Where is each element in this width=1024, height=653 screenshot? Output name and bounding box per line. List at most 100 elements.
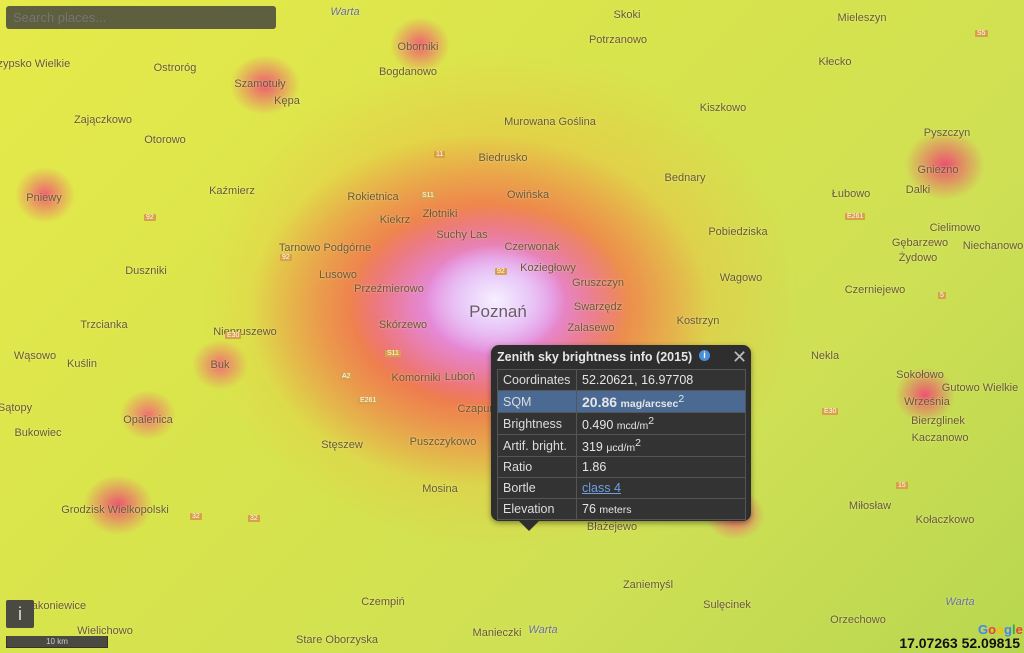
place-label: Poznań (469, 302, 527, 321)
table-row: SQM 20.86 mag/arcsec2 (497, 389, 746, 414)
row-label: Artif. bright. (497, 434, 577, 458)
road-number-badge: A2 (340, 373, 353, 380)
place-label: Suchy Las (436, 229, 488, 241)
place-label: Stęszew (321, 439, 363, 451)
road-number-badge: 32 (190, 513, 202, 520)
place-label: Kaźmierz (209, 185, 255, 197)
close-icon[interactable]: ✕ (732, 347, 748, 367)
place-label: Gruszczyn (572, 277, 624, 289)
place-label: Pyszczyn (923, 127, 971, 139)
road-number-badge: 15 (896, 482, 908, 489)
place-label: Zalasewo (567, 322, 615, 334)
info-button[interactable]: i (6, 600, 34, 628)
table-row: Elevation 76 meters (497, 498, 746, 521)
place-label: Niepruszewo (213, 326, 277, 338)
place-label: Murowana Goślina (504, 116, 596, 128)
place-label: Czerwonak (504, 241, 560, 253)
place-label: Manieczki (472, 627, 522, 639)
place-label: Cielimowo (929, 222, 981, 234)
place-label: Pobiedziska (708, 226, 768, 238)
row-value: class 4 (576, 477, 746, 500)
place-label: Sątopy (0, 402, 33, 414)
place-label: Bierzglinek (911, 415, 965, 427)
info-table: Coordinates 52.20621, 16.97708 SQM 20.86 m… (497, 369, 746, 521)
place-label: Skoki (613, 9, 641, 21)
place-label: Żydowo (898, 252, 938, 264)
place-label: Gniezno (917, 164, 959, 176)
place-label: Komorniki (391, 372, 441, 384)
place-label: Kępa (274, 95, 300, 107)
table-row: Coordinates 52.20621, 16.97708 (497, 369, 746, 391)
place-label: Zajączkowo (73, 114, 133, 126)
place-label: Swarzędz (573, 301, 623, 313)
road-number-badge: S5 (975, 30, 988, 37)
place-label: Złotniki (422, 208, 458, 220)
place-label: Gutowo Wielkie (941, 382, 1019, 394)
place-label: Sulęcinek (703, 599, 751, 611)
place-label: Bukowiec (14, 427, 62, 439)
place-label: Duszniki (125, 265, 167, 277)
place-label: Zaniemyśl (622, 579, 674, 591)
search-input[interactable] (6, 6, 276, 29)
road-number-badge: S11 (420, 192, 436, 199)
place-label: Nekla (810, 350, 840, 362)
road-number-badge: 11 (434, 151, 446, 158)
row-label: Bortle (497, 477, 577, 500)
row-label: SQM (497, 389, 577, 414)
road-number-badge: E30 (225, 332, 242, 339)
place-label: Wąsowo (13, 350, 57, 362)
place-label: Lusowo (319, 269, 357, 281)
road-number-badge: S11 (385, 350, 401, 357)
google-logo: Google (978, 622, 1023, 637)
info-icon[interactable]: i (699, 350, 710, 361)
cursor-coordinates: 17.07263 52.09815 (899, 635, 1020, 651)
place-label: Mosina (422, 483, 458, 495)
sky-brightness-popup: Zenith sky brightness info (2015) i ✕ Co… (491, 345, 751, 531)
row-label: Brightness (497, 412, 577, 436)
place-label: Szamotuły (234, 78, 286, 90)
row-label: Ratio (497, 456, 577, 479)
row-value: 319 μcd/m2 (576, 434, 746, 458)
popup-title: Zenith sky brightness info (2015) (497, 350, 693, 364)
place-label: Kaczanowo (911, 432, 969, 444)
place-label: Luboń (444, 371, 476, 383)
table-row: Bortle class 4 (497, 477, 746, 500)
place-label: Warta (330, 6, 360, 18)
place-label: Biedrusko (478, 152, 528, 164)
place-label: Opalenica (123, 414, 173, 426)
place-label: Czempiń (361, 596, 405, 608)
road-number-badge: E261 (845, 213, 866, 220)
place-label: Kłecko (818, 56, 852, 68)
place-label: Trzcianka (80, 319, 128, 331)
place-label: Rakoniewice (23, 600, 87, 612)
place-label: Warta (945, 596, 975, 608)
place-label: Orzechowo (830, 614, 886, 626)
place-label: Kostrzyn (676, 315, 720, 327)
row-label: Coordinates (497, 369, 577, 391)
road-number-badge: 92 (280, 254, 292, 261)
bortle-class-link[interactable]: class 4 (582, 481, 621, 496)
place-label: Września (904, 396, 950, 408)
road-number-badge: 92 (495, 268, 507, 275)
place-label: Rokietnica (347, 191, 399, 203)
place-label: Ostroróg (153, 62, 197, 74)
road-number-badge: E30 (822, 408, 839, 415)
place-label: Łubowo (831, 188, 871, 200)
place-label: Miłosław (848, 500, 892, 512)
row-value: 76 meters (576, 498, 746, 521)
row-value: 20.86 mag/arcsec2 (576, 389, 746, 414)
place-label: Potrzanowo (588, 34, 648, 46)
place-label: Czerniejewo (844, 284, 906, 296)
place-label: Bogdanowo (378, 66, 438, 78)
place-label: Oborniki (397, 41, 439, 53)
row-value: 0.490 mcd/m2 (576, 412, 746, 436)
place-label: Niechanowo (962, 240, 1024, 252)
place-label: Wielichowo (77, 625, 133, 637)
place-label: Dalki (905, 184, 931, 196)
place-label: Kołaczkowo (915, 514, 975, 526)
place-label: Chrzypsko Wielkie (0, 58, 71, 70)
place-label: Kuślin (67, 358, 97, 370)
place-label: Puszczykowo (409, 436, 477, 448)
place-label: Buk (210, 359, 230, 371)
